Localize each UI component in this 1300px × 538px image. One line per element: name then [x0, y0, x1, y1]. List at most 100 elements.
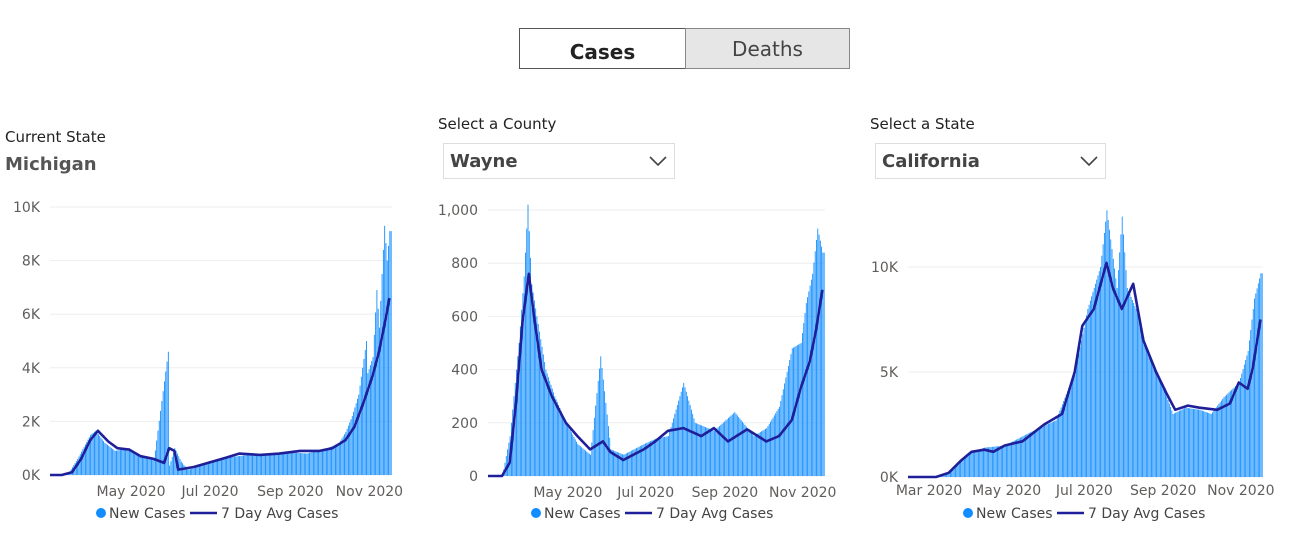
bar	[1003, 445, 1005, 477]
bar	[646, 442, 648, 476]
bar	[122, 449, 124, 475]
bar	[1110, 239, 1112, 477]
bar	[721, 423, 723, 476]
bar	[1051, 422, 1053, 477]
bar	[614, 450, 616, 476]
bar	[253, 454, 255, 475]
bar	[1013, 440, 1015, 477]
bar	[1251, 319, 1253, 477]
county-dropdown-value: Wayne	[450, 151, 518, 172]
bar	[267, 454, 269, 475]
bar	[341, 438, 343, 475]
bar	[307, 453, 309, 475]
bar	[980, 448, 982, 477]
bar	[605, 402, 607, 476]
bar	[1134, 306, 1136, 477]
bar	[526, 228, 528, 476]
bar	[1092, 292, 1094, 477]
bar	[390, 231, 392, 475]
bar	[1144, 342, 1146, 477]
bar	[662, 437, 664, 476]
bar	[95, 430, 97, 475]
bar	[763, 429, 765, 476]
bar	[324, 448, 326, 475]
chart-wayne: 0 200 400 600 800 1,000 May 2020 Jul 2020 Sep 20…	[438, 203, 837, 522]
bar	[186, 468, 187, 475]
bar	[802, 333, 803, 476]
bar	[340, 440, 342, 475]
bar	[1171, 410, 1173, 477]
bar	[525, 252, 526, 476]
bar	[772, 417, 774, 476]
bar	[1168, 403, 1170, 477]
bar	[351, 416, 353, 475]
state-dropdown[interactable]: California	[875, 143, 1106, 179]
bar	[1203, 411, 1205, 477]
bar	[248, 454, 250, 475]
bar	[1087, 309, 1089, 477]
bar	[1252, 309, 1254, 477]
bar	[1167, 400, 1169, 477]
bar	[659, 437, 660, 476]
bar	[809, 285, 811, 476]
bar	[725, 420, 727, 476]
bar	[187, 469, 189, 475]
bar	[573, 436, 575, 476]
bar	[193, 468, 195, 475]
bar	[162, 391, 164, 475]
bar	[682, 387, 683, 476]
bar	[243, 455, 244, 475]
bar	[121, 449, 123, 475]
chevron-down-icon	[649, 156, 667, 167]
bar	[1260, 273, 1262, 477]
bar	[780, 400, 782, 476]
bar	[294, 452, 296, 475]
bar	[1049, 423, 1051, 477]
bar	[1227, 393, 1229, 477]
bar	[161, 401, 163, 475]
dot-icon	[96, 508, 106, 518]
bar	[105, 443, 107, 475]
bar	[1002, 445, 1004, 477]
bar	[507, 449, 509, 476]
bar	[1061, 404, 1063, 477]
bar	[258, 454, 260, 475]
cases-button[interactable]: Cases	[519, 28, 685, 69]
bar	[743, 423, 745, 476]
bar	[969, 453, 970, 477]
bar	[643, 444, 645, 476]
bar	[239, 456, 241, 475]
bar	[114, 450, 116, 475]
bar	[773, 415, 775, 476]
bar	[1187, 408, 1189, 477]
bar	[279, 453, 281, 475]
bar	[1000, 445, 1002, 477]
bar	[379, 327, 380, 475]
chevron-down-icon	[1080, 156, 1098, 167]
bar	[596, 393, 598, 476]
bar	[574, 439, 576, 476]
bar	[154, 450, 156, 475]
county-dropdown[interactable]: Wayne	[443, 143, 675, 179]
bar	[961, 459, 963, 477]
bar	[1245, 360, 1247, 477]
bar	[622, 454, 623, 476]
x-tick-label: Nov 2020	[1207, 483, 1274, 499]
bar	[521, 309, 523, 476]
bar	[611, 449, 613, 476]
bar	[722, 422, 724, 476]
bar	[1078, 353, 1080, 477]
bar	[377, 308, 379, 475]
bar	[1130, 297, 1132, 477]
bar	[1039, 428, 1040, 477]
bar	[270, 454, 272, 475]
bar	[528, 231, 530, 476]
bar	[301, 453, 303, 475]
bar	[570, 432, 572, 476]
bar	[960, 460, 962, 477]
bar	[1199, 409, 1201, 477]
deaths-button[interactable]: Deaths	[685, 28, 850, 69]
bar	[1175, 412, 1177, 477]
bar	[1246, 355, 1248, 477]
bar	[565, 422, 567, 476]
